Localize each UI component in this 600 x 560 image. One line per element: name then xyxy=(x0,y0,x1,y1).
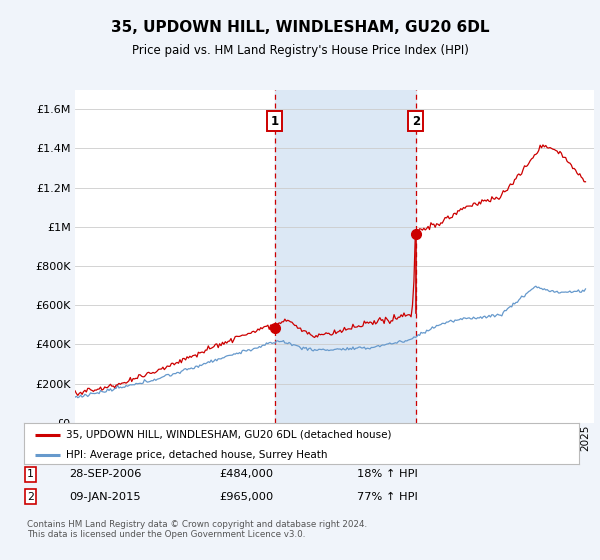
Bar xyxy=(275,90,416,423)
Text: 1: 1 xyxy=(27,469,34,479)
Text: 2: 2 xyxy=(412,115,420,128)
Text: £484,000: £484,000 xyxy=(219,469,273,479)
Text: 2: 2 xyxy=(27,492,34,502)
Text: 18% ↑ HPI: 18% ↑ HPI xyxy=(357,469,418,479)
Text: 09-JAN-2015: 09-JAN-2015 xyxy=(69,492,140,502)
Text: 35, UPDOWN HILL, WINDLESHAM, GU20 6DL: 35, UPDOWN HILL, WINDLESHAM, GU20 6DL xyxy=(111,20,489,35)
Text: 28-SEP-2006: 28-SEP-2006 xyxy=(69,469,142,479)
Text: £965,000: £965,000 xyxy=(219,492,273,502)
Text: HPI: Average price, detached house, Surrey Heath: HPI: Average price, detached house, Surr… xyxy=(65,450,327,460)
Text: 77% ↑ HPI: 77% ↑ HPI xyxy=(357,492,418,502)
Text: Contains HM Land Registry data © Crown copyright and database right 2024.
This d: Contains HM Land Registry data © Crown c… xyxy=(27,520,367,539)
Text: 1: 1 xyxy=(271,115,279,128)
Text: 35, UPDOWN HILL, WINDLESHAM, GU20 6DL (detached house): 35, UPDOWN HILL, WINDLESHAM, GU20 6DL (d… xyxy=(65,430,391,440)
Text: Price paid vs. HM Land Registry's House Price Index (HPI): Price paid vs. HM Land Registry's House … xyxy=(131,44,469,57)
